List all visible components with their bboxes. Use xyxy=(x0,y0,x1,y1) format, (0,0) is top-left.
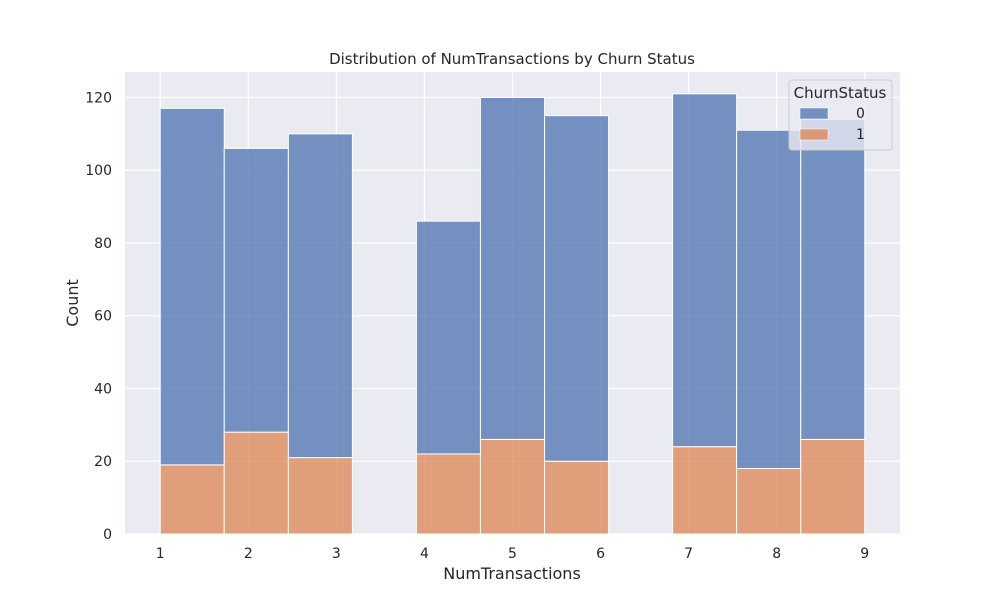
legend-swatch-0 xyxy=(799,107,829,120)
y-tick-label-0: 0 xyxy=(103,527,112,543)
x-tick-label-4: 5 xyxy=(508,546,517,562)
bar-churn-0-bin-2 xyxy=(223,147,289,433)
bar-churn-0-bin-8 xyxy=(736,129,802,470)
legend-swatch-1 xyxy=(799,128,829,141)
bar-churn-0-bin-7 xyxy=(672,93,738,448)
bar-churn-0-bin-3 xyxy=(287,133,353,459)
y-tick-label-6: 120 xyxy=(85,90,112,106)
legend-title: ChurnStatus xyxy=(794,84,887,102)
x-tick-label-8: 9 xyxy=(860,546,869,562)
y-tick-label-5: 100 xyxy=(85,163,112,179)
bars-group xyxy=(159,93,866,535)
bar-churn-1-bin-5 xyxy=(479,438,546,535)
x-tick-label-3: 4 xyxy=(420,546,429,562)
bar-churn-1-bin-9 xyxy=(800,438,866,535)
y-tick-label-2: 40 xyxy=(94,381,112,397)
legend-label-0: 0 xyxy=(856,106,865,122)
x-tick-label-6: 7 xyxy=(684,546,693,562)
bar-churn-0-bin-1 xyxy=(159,107,225,466)
bar-churn-1-bin-7 xyxy=(672,446,738,535)
bar-churn-0-bin-4 xyxy=(415,220,481,455)
x-tick-label-0: 1 xyxy=(156,546,165,562)
x-axis-label: NumTransactions xyxy=(443,564,581,583)
bar-churn-0-bin-6 xyxy=(544,115,610,462)
x-tick-label-2: 3 xyxy=(332,546,341,562)
y-tick-label-1: 20 xyxy=(94,454,112,470)
y-tick-label-3: 60 xyxy=(94,309,112,325)
x-tick-labels: 1 2 3 4 5 6 7 8 9 xyxy=(156,546,869,562)
y-tick-label-4: 80 xyxy=(94,236,112,252)
bar-churn-1-bin-4 xyxy=(415,453,481,535)
bar-churn-1-bin-1 xyxy=(159,464,225,535)
x-tick-label-7: 8 xyxy=(772,546,781,562)
y-tick-labels: 0 20 40 60 80 100 120 xyxy=(85,90,112,543)
bar-churn-1-bin-2 xyxy=(223,431,289,535)
legend-label-1: 1 xyxy=(856,127,865,143)
bar-churn-0-bin-5 xyxy=(479,96,546,440)
bar-churn-1-bin-8 xyxy=(736,468,802,535)
bar-churn-0-bin-9 xyxy=(800,118,866,440)
bar-churn-1-bin-3 xyxy=(287,457,353,535)
x-tick-label-5: 6 xyxy=(596,546,605,562)
y-axis-label: Count xyxy=(63,279,82,327)
chart-title: Distribution of NumTransactions by Churn… xyxy=(329,50,695,68)
bar-churn-1-bin-6 xyxy=(544,460,610,535)
x-tick-label-1: 2 xyxy=(244,546,253,562)
legend: ChurnStatus 0 1 xyxy=(788,79,893,151)
